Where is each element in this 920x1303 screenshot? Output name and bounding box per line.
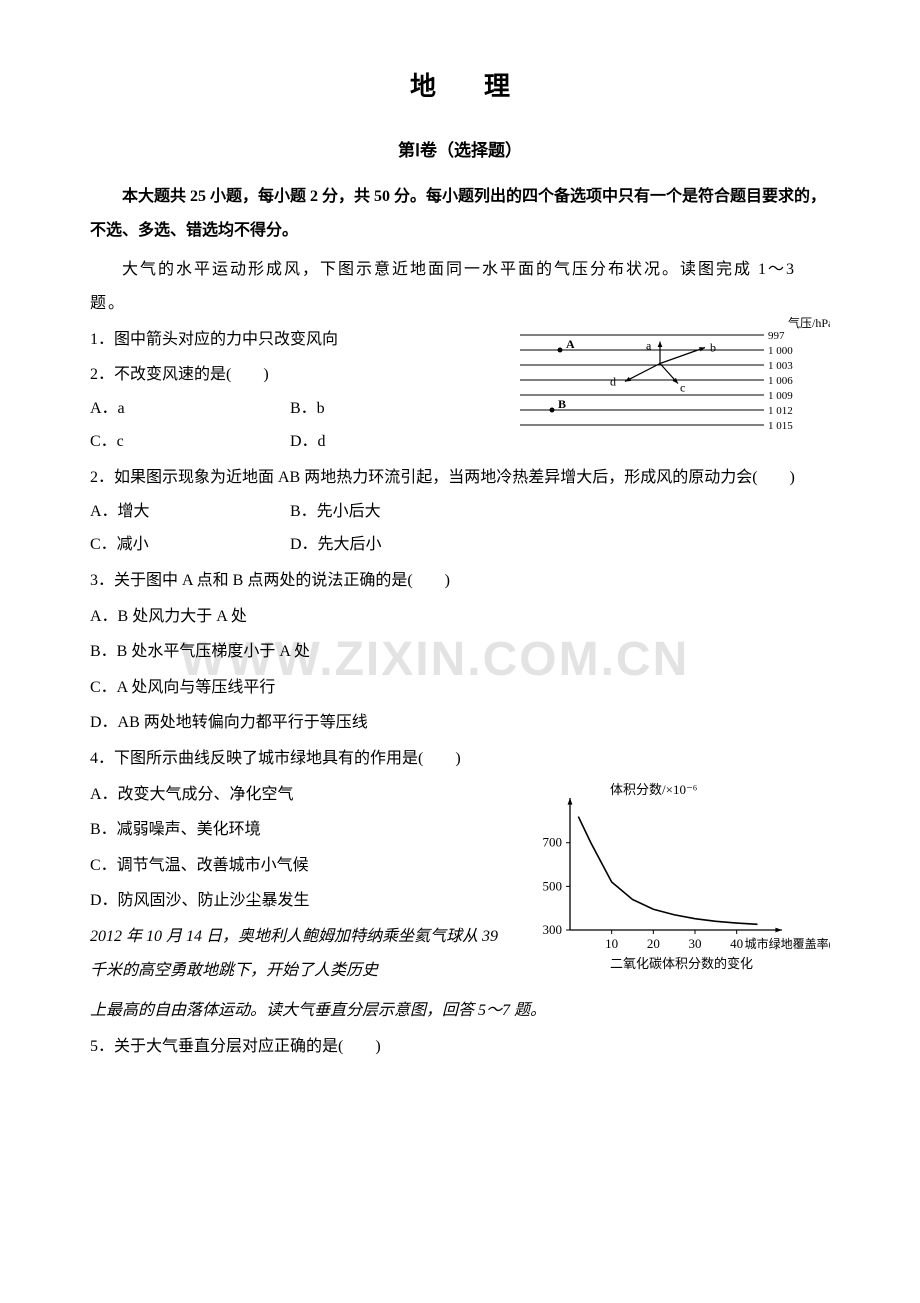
- q3-opt-b: B．B 处水平气压梯度小于 A 处: [90, 635, 830, 669]
- svg-text:1 003: 1 003: [768, 360, 793, 372]
- page-title: 地理: [90, 60, 830, 115]
- q3-stem: 3．关于图中 A 点和 B 点两处的说法正确的是( ): [90, 564, 830, 598]
- passage-2b: 上最高的自由落体运动。读大气垂直分层示意图，回答 5～7 题。: [90, 994, 830, 1028]
- svg-text:1 012: 1 012: [768, 405, 793, 417]
- svg-text:1 015: 1 015: [768, 420, 793, 432]
- q2-opt-a: A．增大: [90, 495, 290, 529]
- q1-opt-d: D．d: [290, 425, 490, 459]
- svg-text:30: 30: [689, 936, 702, 951]
- svg-text:B: B: [558, 397, 566, 411]
- q1-opt-c: C．c: [90, 425, 290, 459]
- q2-stem: 2．如果图示现象为近地面 AB 两地热力环流引起，当两地冷热差异增大后，形成风的…: [90, 461, 830, 495]
- svg-text:a: a: [646, 338, 652, 352]
- svg-text:1 000: 1 000: [768, 345, 793, 357]
- section-subtitle: 第Ⅰ卷（选择题）: [90, 133, 830, 169]
- svg-text:997: 997: [768, 330, 785, 342]
- svg-text:20: 20: [647, 936, 660, 951]
- svg-text:700: 700: [543, 834, 563, 849]
- q3-opt-c: C．A 处风向与等压线平行: [90, 671, 830, 705]
- passage-1: 大气的水平运动形成风，下图示意近地面同一水平面的气压分布状况。读图完成 1～3 …: [90, 253, 830, 320]
- svg-text:体积分数/×10⁻⁶: 体积分数/×10⁻⁶: [610, 782, 697, 797]
- q2-opt-d: D．先大后小: [290, 528, 490, 562]
- q1-opt-b: B．b: [290, 392, 490, 426]
- section-instruction: 本大题共 25 小题，每小题 2 分，共 50 分。每小题列出的四个备选项中只有…: [90, 180, 830, 247]
- svg-text:城市绿地覆盖率(%): 城市绿地覆盖率(%): [745, 936, 830, 951]
- svg-text:1 009: 1 009: [768, 390, 793, 402]
- figure-isobaric: 气压/hPa997 1 000 1 003 1 006 1 009 1 012 1 015 A…: [520, 317, 830, 460]
- svg-text:c: c: [680, 380, 685, 394]
- q4-stem: 4．下图所示曲线反映了城市绿地具有的作用是( ): [90, 742, 830, 776]
- q2-opt-b: B．先小后大: [290, 495, 490, 529]
- svg-text:500: 500: [543, 878, 563, 893]
- q1-opt-a: A．a: [90, 392, 290, 426]
- q3-opt-a: A．B 处风力大于 A 处: [90, 600, 830, 634]
- svg-text:A: A: [566, 337, 575, 351]
- svg-text:二氧化碳体积分数的变化: 二氧化碳体积分数的变化: [610, 956, 753, 971]
- svg-text:10: 10: [605, 936, 618, 951]
- svg-text:d: d: [610, 374, 616, 388]
- svg-text:气压/hPa: 气压/hPa: [788, 317, 830, 330]
- figure-co2-curve: 体积分数/×10⁻⁶ 300 500 700 10 20 30 40城市绿地覆盖率(%) 二氧化…: [520, 780, 830, 993]
- q3-opt-d: D．AB 两处地转偏向力都平行于等压线: [90, 706, 830, 740]
- svg-text:b: b: [710, 340, 716, 354]
- q2-opt-c: C．减小: [90, 528, 290, 562]
- svg-text:40: 40: [730, 936, 743, 951]
- q5-stem: 5．关于大气垂直分层对应正确的是( ): [90, 1030, 830, 1064]
- svg-text:300: 300: [543, 922, 563, 937]
- svg-text:1 006: 1 006: [768, 375, 793, 387]
